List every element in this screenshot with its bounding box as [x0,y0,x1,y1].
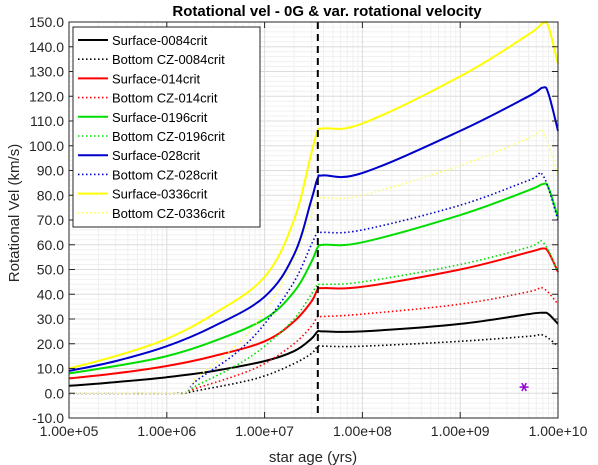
y-tick-label: 90.0 [37,163,64,179]
legend-entry-1: Bottom CZ-0084crit [112,52,225,67]
y-tick-label: -10.0 [32,410,64,426]
x-tick-label: 1.00e+09 [431,423,490,439]
legend-entry-4: Surface-0196crit [112,110,208,125]
y-tick-label: 60.0 [37,237,64,253]
y-tick-label: 50.0 [37,262,64,278]
y-tick-label: 120.0 [29,88,64,104]
y-tick-label: 20.0 [37,336,64,352]
y-tick-label: 30.0 [37,311,64,327]
legend-entry-0: Surface-0084crit [112,33,208,48]
x-tick-label: 1.00e+08 [333,423,392,439]
series-layer [68,20,559,396]
legend-entry-5: Bottom CZ-0196crit [112,129,225,144]
y-axis-title: Rotational Vel (km/s) [6,144,23,282]
legend: Surface-0084crit Bottom CZ-0084crit Surfac… [72,26,261,228]
x-tick-label: 1.00e+05 [40,423,99,439]
y-tick-label: 40.0 [37,286,64,302]
legend-entry-6: Surface-028crit [112,148,201,163]
y-tick-label: 130.0 [29,64,64,80]
y-tick-label: 0.0 [45,385,65,401]
series-line-0 [68,311,559,387]
x-axis-title: star age (yrs) [269,449,357,465]
x-tick-label: 1.00e+07 [235,423,294,439]
series-line-6 [68,86,559,372]
y-tick-label: 80.0 [37,187,64,203]
y-axis: -10.0 0.0 10.0 20.0 30.0 40.0 50.0 60.0 70.0 80.0… [29,14,558,426]
y-tick-label: 110.0 [30,113,64,129]
chart-title: Rotational vel - 0G & var. rotational ve… [172,3,482,20]
data-marker [519,382,529,392]
y-tick-label: 10.0 [37,361,64,377]
y-tick-label: 140.0 [29,39,64,55]
legend-entry-3: Bottom CZ-014crit [112,91,218,106]
legend-entry-2: Surface-014crit [112,71,201,86]
marker-layer [519,382,529,392]
legend-entry-7: Bottom CZ-028crit [112,167,218,182]
y-tick-label: 100.0 [29,138,64,154]
series-line-9 [69,128,559,396]
legend-entry-9: Bottom CZ-0336crit [112,206,225,221]
x-tick-label: 1.00e+10 [529,423,588,439]
y-tick-label: 150.0 [29,14,64,30]
marker-stroke [521,382,527,392]
series-line-4 [68,182,559,375]
legend-entry-8: Surface-0336crit [112,187,208,202]
x-axis: 1.00e+05 1.00e+06 1.00e+07 1.00e+08 1.00e+09… [40,22,588,439]
y-tick-label: 70.0 [37,212,64,228]
x-tick-label: 1.00e+06 [137,423,196,439]
